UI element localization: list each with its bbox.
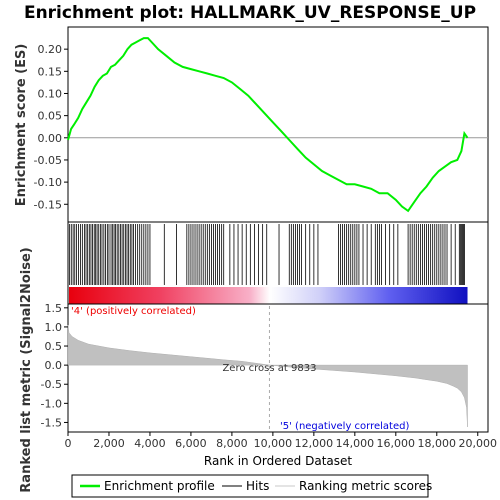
es-y-tick-label: 0.10	[38, 87, 63, 100]
es-y-tick-label: -0.10	[34, 176, 62, 189]
es-y-tick-label: 0.05	[38, 110, 63, 123]
metric-y-tick-label: 0.0	[45, 359, 63, 372]
negative-correlation-label: '5' (negatively correlated)	[280, 421, 409, 432]
x-tick-label: 12,000	[295, 437, 334, 450]
x-tick-label: 6,000	[175, 437, 207, 450]
legend-frame	[71, 474, 429, 498]
legend-item-label: Hits	[246, 479, 269, 493]
x-tick-label: 8,000	[216, 437, 248, 450]
chart-title: Enrichment plot: HALLMARK_UV_RESPONSE_UP	[24, 3, 476, 23]
x-tick-label: 10,000	[254, 437, 293, 450]
positive-correlation-label: '4' (positively correlated)	[71, 306, 196, 317]
metric-y-tick-label: -0.5	[41, 378, 62, 391]
es-panel: -0.15 -0.10 -0.05 0.00 0.05 0.10 0.15 0.20	[34, 26, 489, 223]
x-tick-label: 18,000	[418, 437, 457, 450]
legend: Enrichment profile Hits Ranking metric sco…	[71, 474, 432, 498]
x-tick-label: 16,000	[377, 437, 416, 450]
metric-panel: -1.5 -1.0 -0.5 0.0 0.5 1.0 1.5 '4' (positively …	[41, 302, 497, 450]
es-axis-label: Enrichment score (ES)	[14, 44, 29, 207]
es-y-tick-label: -0.05	[34, 154, 62, 167]
x-tick-label: 4,000	[134, 437, 166, 450]
legend-item-label: Enrichment profile	[104, 479, 215, 493]
metric-y-tick-label: -1.0	[41, 397, 62, 410]
es-y-tick-label: -0.15	[34, 198, 62, 211]
metric-axis-label: Ranked list metric (Signal2Noise)	[19, 247, 34, 492]
es-y-tick-label: 0.00	[38, 132, 63, 145]
x-axis-label: Rank in Ordered Dataset	[204, 454, 352, 468]
x-tick-label: 0	[65, 437, 72, 450]
zero-cross-label: Zero cross at 9833	[222, 363, 316, 374]
legend-item-label: Ranking metric scores	[299, 479, 432, 493]
hits-panel	[67, 221, 489, 305]
x-tick-label: 20,000	[459, 437, 498, 450]
metric-y-tick-label: 0.5	[45, 340, 63, 353]
metric-y-tick-label: 1.5	[45, 302, 63, 315]
ranking-metric-area	[67, 324, 468, 428]
metric-y-tick-label: 1.0	[45, 321, 63, 334]
es-plot-frame	[67, 26, 489, 223]
metric-y-tick-label: -1.5	[41, 416, 62, 429]
es-y-tick-label: 0.20	[38, 43, 63, 56]
ranking-color-bar	[69, 287, 468, 304]
enrichment-profile-line	[67, 37, 469, 213]
x-tick-label: 14,000	[336, 437, 375, 450]
es-y-tick-label: 0.15	[38, 65, 63, 78]
x-tick-label: 2,000	[93, 437, 125, 450]
